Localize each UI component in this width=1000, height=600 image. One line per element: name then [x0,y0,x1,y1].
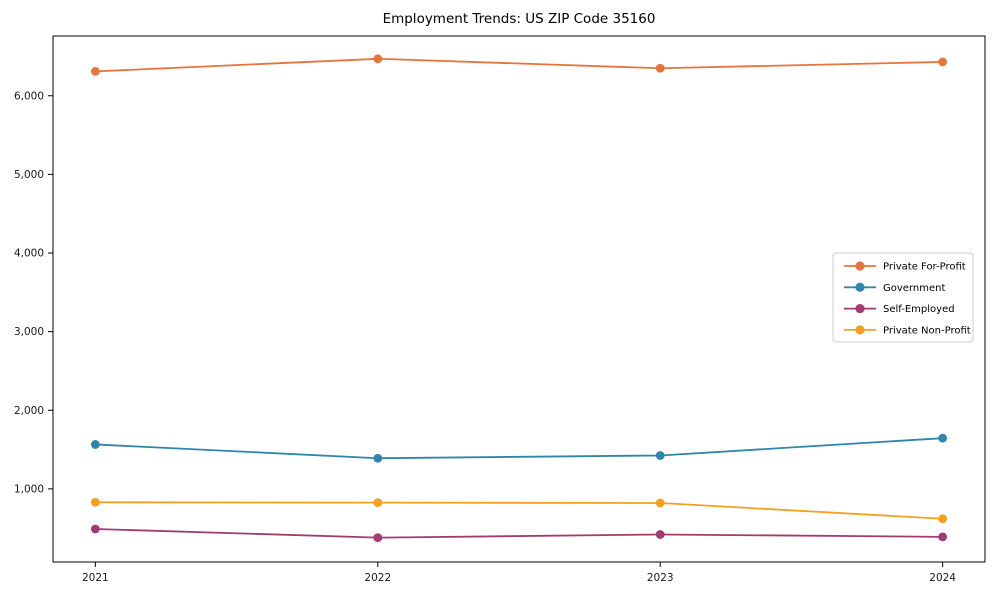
data-point-marker [90,497,100,507]
data-point-marker [373,54,383,64]
data-point-marker [938,57,948,67]
x-tick-label: 2024 [929,572,956,584]
legend-marker [855,304,865,314]
data-point-marker [938,514,948,524]
data-point-marker [373,533,383,543]
legend-item: Self-Employed [844,304,955,315]
legend-label: Self-Employed [883,304,955,315]
legend-marker [855,282,865,292]
plot-border [52,35,986,563]
y-tick-label: 2,000 [14,405,44,417]
y-tick-label: 3,000 [14,326,44,338]
y-tick-label: 1,000 [14,483,44,495]
data-point-marker [373,498,383,508]
y-tick-label: 5,000 [14,169,44,181]
data-point-marker [90,440,100,449]
legend-label: Private For-Profit [883,262,966,273]
data-point-marker [90,66,100,76]
legend-item: Private For-Profit [844,261,966,273]
legend-marker [855,325,865,335]
legend-marker [855,261,865,271]
series-line-government [95,437,943,460]
legend-item: Government [844,282,945,294]
x-tick-label: 2021 [82,572,109,584]
y-tick-label: 6,000 [14,90,44,102]
legend-label: Government [883,283,945,294]
legend-label: Private Non-Profit [883,325,971,336]
chart-title: Employment Trends: US ZIP Code 35160 [382,11,656,27]
data-point-marker [90,524,100,534]
x-tick-label: 2022 [364,572,391,584]
data-point-marker [938,433,948,443]
data-point-marker [655,451,665,460]
series-line-private-non-profit [95,501,943,520]
legend: Private For-Profit Government Self-Employe… [832,252,974,343]
legend-item: Private Non-Profit [844,325,971,336]
data-point-marker [373,453,383,463]
data-point-marker [655,530,665,539]
x-tick-label: 2023 [647,572,674,584]
data-point-marker [655,63,665,73]
data-point-marker [655,498,665,508]
series-line-self-employed [95,528,943,539]
legend-box [832,252,974,343]
data-point-marker [938,532,948,542]
y-tick-label: 4,000 [14,248,44,260]
series-line-private-for-profit [95,57,943,73]
